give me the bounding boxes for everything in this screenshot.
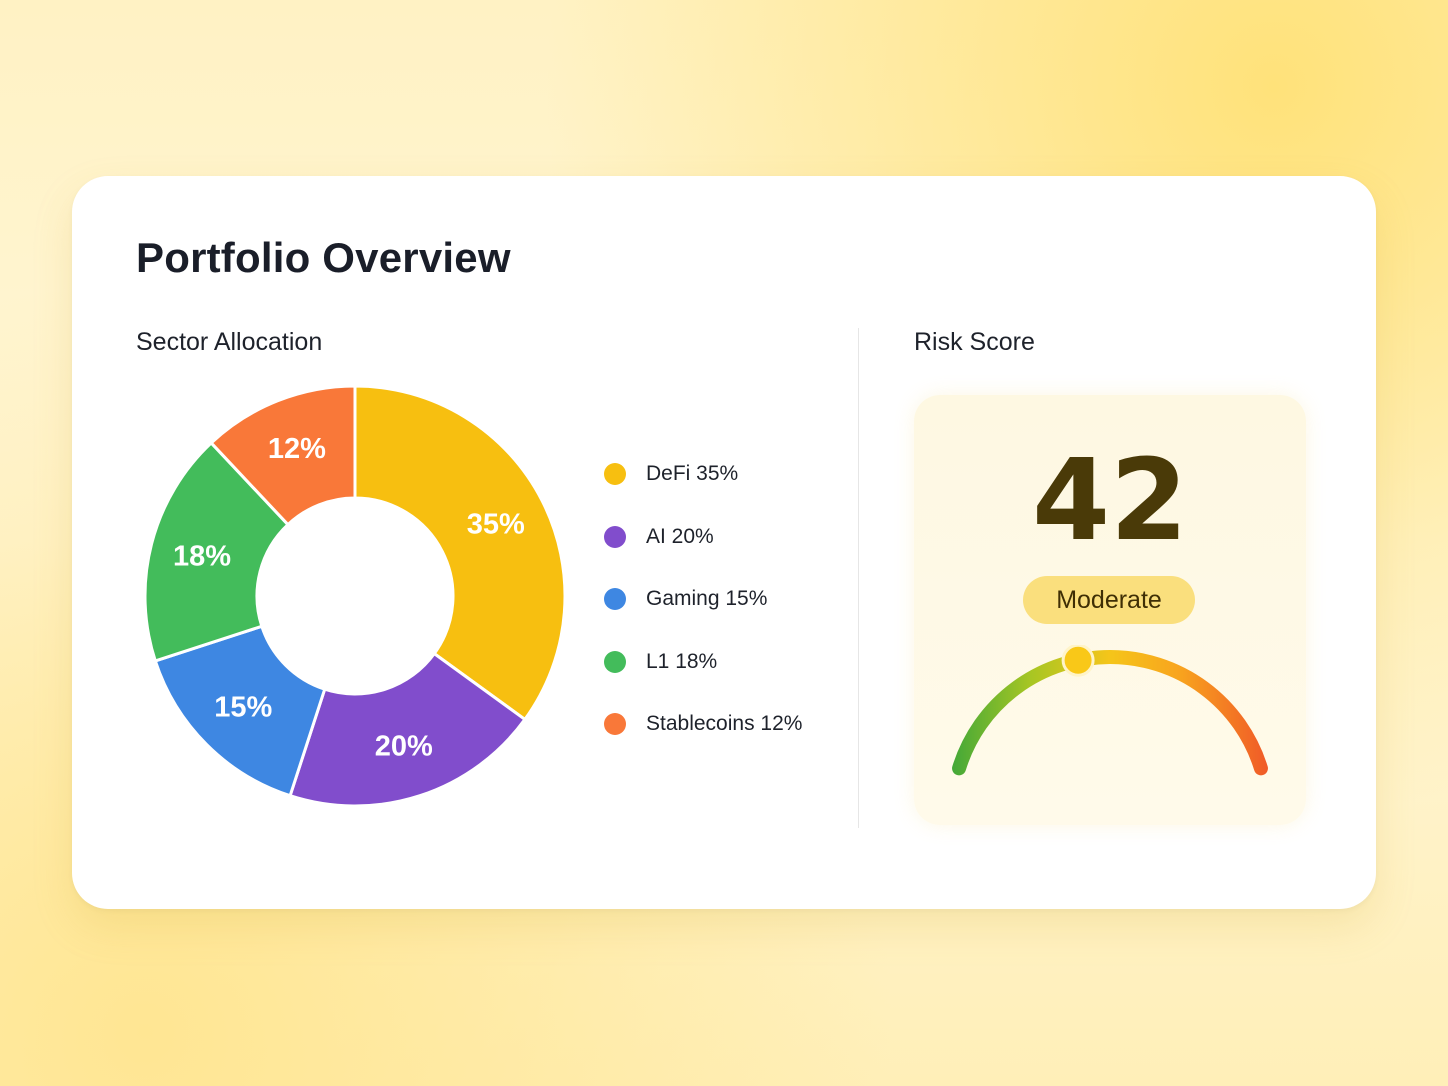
legend-label: DeFi 35%	[646, 462, 739, 486]
sector-allocation-title: Sector Allocation	[136, 328, 323, 356]
legend-item-l1: L1 18%	[604, 631, 802, 694]
page-title: Portfolio Overview	[136, 234, 511, 281]
legend-label: Gaming 15%	[646, 587, 768, 611]
legend-swatch	[604, 463, 626, 486]
legend-swatch	[604, 588, 626, 611]
chart-legend: DeFi 35% AI 20% Gaming 15% L1 18% Stablecoin…	[604, 443, 802, 756]
risk-score-value: 42	[1032, 436, 1188, 566]
slice-label-ai: 20%	[375, 730, 433, 762]
legend-swatch	[604, 525, 626, 548]
risk-gauge	[952, 645, 1268, 776]
legend-label: AI 20%	[646, 524, 714, 548]
donut-slice-ai	[288, 652, 527, 808]
legend-swatch	[604, 650, 626, 673]
legend-label: L1 18%	[646, 649, 718, 673]
risk-score-title: Risk Score	[914, 328, 1035, 356]
legend-swatch	[604, 713, 626, 736]
portfolio-card: Portfolio Overview Sector Allocation 35%…	[72, 176, 1376, 909]
slice-label-stablecoins: 12%	[268, 433, 326, 465]
legend-item-gaming: Gaming 15%	[604, 568, 802, 631]
donut-slice-gaming	[153, 624, 327, 798]
section-divider	[858, 328, 859, 828]
donut-slice-stablecoins	[209, 384, 357, 527]
slice-label-gaming: 15%	[214, 692, 272, 724]
gauge-indicator	[1061, 645, 1095, 677]
donut-slice-l1	[143, 441, 290, 663]
risk-level-badge: Moderate	[1023, 576, 1195, 624]
donut-slice-defi	[353, 384, 567, 721]
slice-label-l1: 18%	[173, 541, 231, 573]
slice-label-defi: 35%	[467, 508, 525, 540]
risk-score-panel: 42 Moderate	[914, 395, 1306, 825]
legend-item-stablecoins: Stablecoins 12%	[604, 693, 802, 756]
legend-item-ai: AI 20%	[604, 506, 802, 569]
legend-label: Stablecoins 12%	[646, 712, 803, 736]
sector-donut-chart: 35% 20% 15% 18% 12%	[143, 384, 567, 808]
legend-item-defi: DeFi 35%	[604, 443, 802, 506]
gauge-arc	[952, 650, 1268, 776]
